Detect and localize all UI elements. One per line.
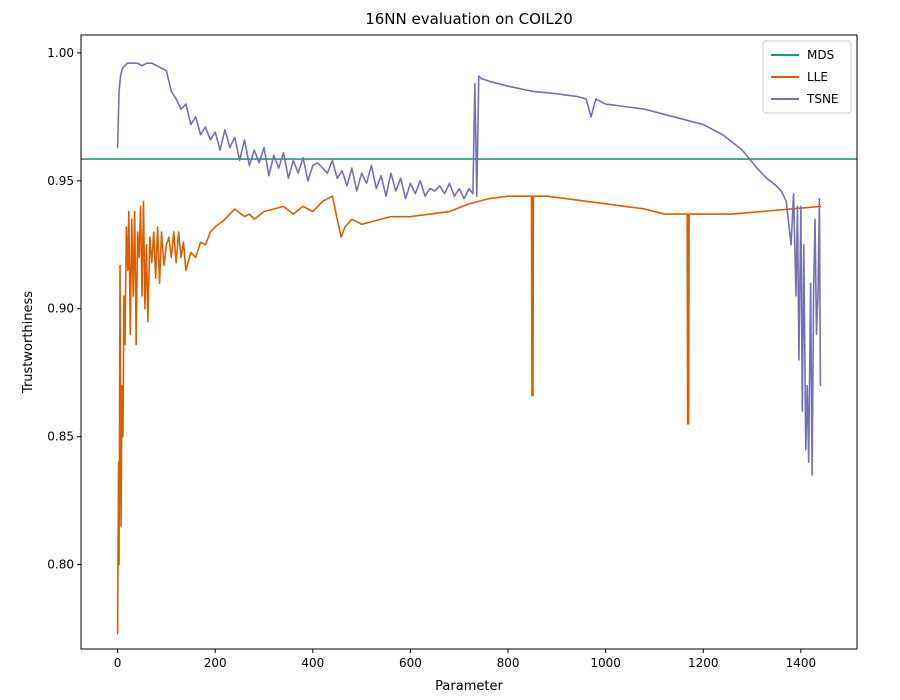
series-line-tsne — [116, 62, 822, 476]
series-layer — [81, 62, 857, 635]
legend-box — [762, 40, 852, 114]
axes-frame — [80, 34, 858, 650]
y-axis: 0.80 0.85 0.90 0.95 1.00 — [47, 46, 81, 572]
x-tick-label: 1400 — [786, 656, 817, 670]
y-tick-label: 0.90 — [47, 302, 74, 316]
y-tick-label: 0.95 — [47, 174, 74, 188]
x-tick-label: 0 — [114, 656, 122, 670]
legend-label-mds: MDS — [807, 48, 834, 62]
y-tick-label: 1.00 — [47, 46, 74, 60]
legend-label-tsne: TSNE — [806, 92, 839, 106]
legend: MDS LLE TSNE — [762, 40, 852, 114]
y-tick-label: 0.85 — [47, 430, 74, 444]
legend-label-lle: LLE — [807, 70, 828, 84]
x-tick-label: 400 — [301, 656, 324, 670]
y-axis-title: Trustworthiness — [21, 291, 36, 394]
x-tick-label: 1200 — [688, 656, 719, 670]
x-axis-title: Parameter — [435, 679, 503, 694]
x-axis: 0 200 400 600 800 1000 1200 1400 — [114, 649, 816, 670]
y-tick-label: 0.80 — [47, 558, 74, 572]
x-tick-label: 600 — [399, 656, 422, 670]
series-line-lle — [116, 195, 822, 635]
x-tick-label: 200 — [204, 656, 227, 670]
plot-area — [80, 34, 858, 650]
x-tick-label: 1000 — [590, 656, 621, 670]
chart-title: 16NN evaluation on COIL20 — [365, 10, 573, 28]
x-tick-label: 800 — [497, 656, 520, 670]
